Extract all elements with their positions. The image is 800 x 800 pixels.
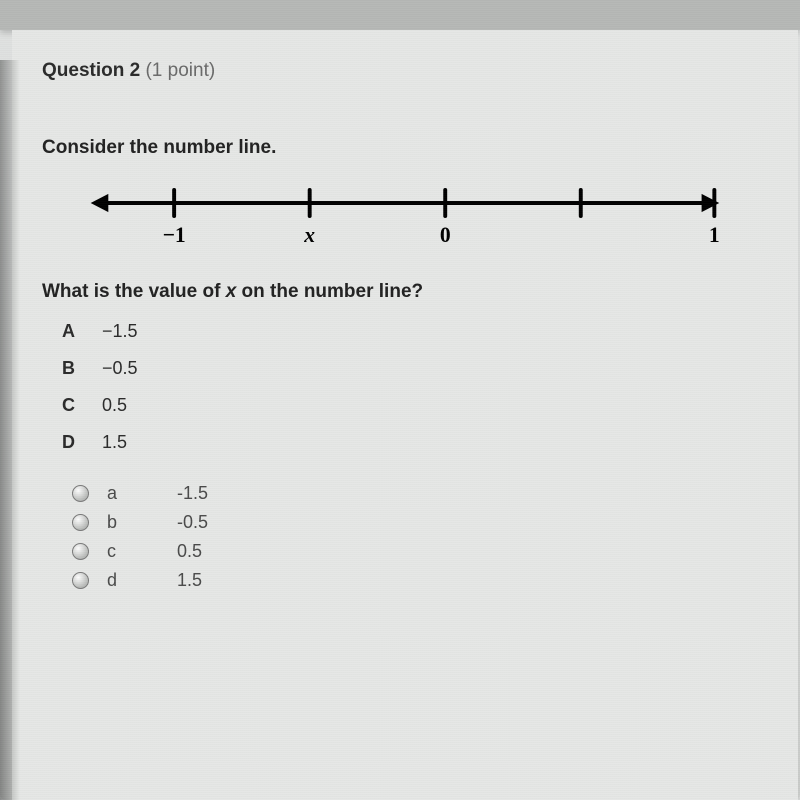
radio-letter: d xyxy=(107,570,177,591)
choice-letter: A xyxy=(62,321,102,342)
question-number: Question 2 xyxy=(42,60,140,81)
choice-value: −0.5 xyxy=(102,358,138,379)
radio-option[interactable]: c0.5 xyxy=(72,541,768,562)
radio-letter: a xyxy=(107,483,177,504)
radio-value: -0.5 xyxy=(177,512,208,533)
choice-letter: B xyxy=(62,358,102,379)
radio-option[interactable]: a-1.5 xyxy=(72,483,768,504)
choice-letter: C xyxy=(62,395,102,416)
choice-value: −1.5 xyxy=(102,321,138,342)
radio-option[interactable]: b-0.5 xyxy=(72,512,768,533)
svg-text:0: 0 xyxy=(440,223,451,247)
answer-choice: D1.5 xyxy=(62,432,768,453)
radio-value: -1.5 xyxy=(177,483,208,504)
svg-text:1: 1 xyxy=(709,223,720,247)
radio-value: 0.5 xyxy=(177,541,202,562)
radio-button-icon[interactable] xyxy=(72,572,89,589)
answer-choice: A−1.5 xyxy=(62,321,768,342)
prompt-text: Consider the number line. xyxy=(42,137,768,159)
answer-choice: B−0.5 xyxy=(62,358,768,379)
question-card: Question 2 (1 point) Consider the number… xyxy=(12,30,798,800)
question-text: What is the value of x on the number lin… xyxy=(42,281,768,303)
answer-choice: C0.5 xyxy=(62,395,768,416)
choice-letter: D xyxy=(62,432,102,453)
svg-text:x: x xyxy=(303,223,315,247)
answer-choice-list: A−1.5B−0.5C0.5D1.5 xyxy=(62,321,768,453)
radio-button-icon[interactable] xyxy=(72,543,89,560)
radio-button-icon[interactable] xyxy=(72,514,89,531)
choice-value: 0.5 xyxy=(102,395,127,416)
radio-letter: c xyxy=(107,541,177,562)
radio-answer-list: a-1.5b-0.5c0.5d1.5 xyxy=(72,483,768,591)
radio-button-icon[interactable] xyxy=(72,485,89,502)
radio-value: 1.5 xyxy=(177,570,202,591)
radio-option[interactable]: d1.5 xyxy=(72,570,768,591)
question-points: (1 point) xyxy=(145,60,215,81)
choice-value: 1.5 xyxy=(102,432,127,453)
radio-letter: b xyxy=(107,512,177,533)
number-line: −1 x 0 1 xyxy=(71,171,739,261)
question-header: Question 2 (1 point) xyxy=(42,60,768,82)
svg-text:−1: −1 xyxy=(163,223,186,247)
